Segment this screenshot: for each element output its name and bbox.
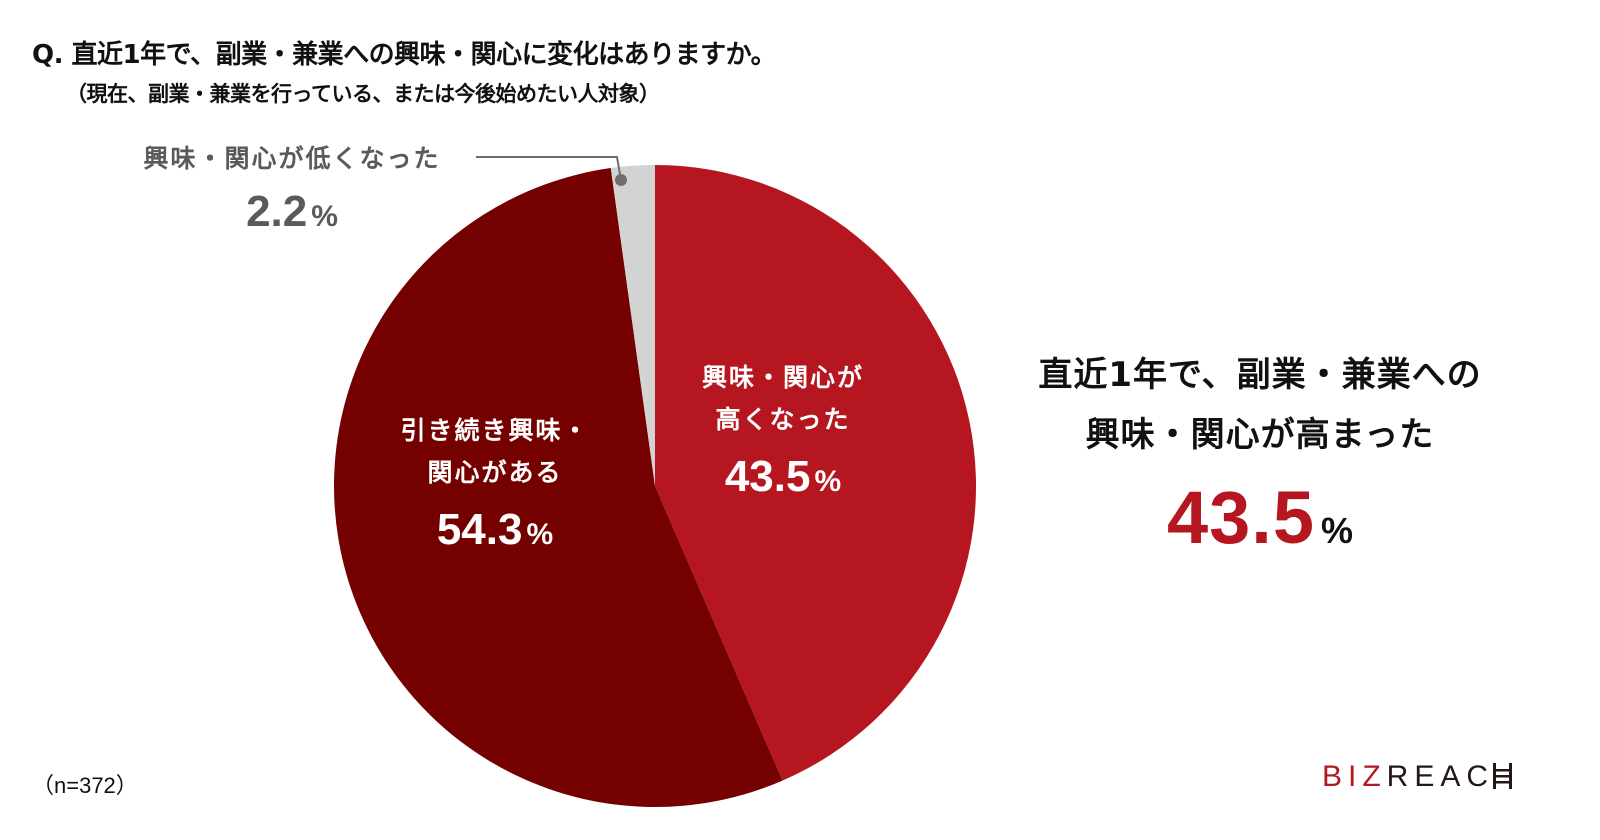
value-unit: % xyxy=(311,200,338,233)
slice-label-continued-line1: 引き続き興味・ xyxy=(400,416,590,445)
summary-value-number: 43.5 xyxy=(1166,476,1315,559)
summary-line1: 直近1年で、副業・兼業への xyxy=(1038,355,1482,395)
summary-value: 43.5% xyxy=(990,475,1530,560)
slice-label-decreased: 興味・関心が低くなった 2.2% xyxy=(124,140,460,245)
ladder-h-icon xyxy=(1493,763,1513,789)
value-number: 2.2 xyxy=(246,187,308,236)
slice-label-decreased-text: 興味・関心が低くなった xyxy=(143,144,441,173)
slice-label-continued-line2: 関心がある xyxy=(427,458,563,487)
slice-value-decreased: 2.2% xyxy=(124,184,460,245)
pie-slice-decreased xyxy=(610,164,655,486)
sample-size-note: （n=372） xyxy=(32,773,138,798)
slice-value-continued: 54.3% xyxy=(350,502,640,563)
logo-biz: BIZ xyxy=(1322,760,1387,793)
logo-reach: REAC xyxy=(1386,760,1495,793)
question-title: Q. 直近1年で、副業・兼業への興味・関心に変化はありますか。 xyxy=(32,40,777,70)
slice-label-increased-line2: 高くなった xyxy=(715,405,851,434)
pie-slice-increased xyxy=(655,165,976,781)
slice-label-increased: 興味・関心が 高くなった 43.5% xyxy=(668,357,898,510)
value-number: 43.5 xyxy=(724,452,811,501)
slice-value-increased: 43.5% xyxy=(668,449,898,510)
leader-dot xyxy=(615,174,627,186)
summary-callout: 直近1年で、副業・兼業への 興味・関心が高まった 43.5% xyxy=(990,345,1530,560)
value-unit: % xyxy=(814,465,842,498)
summary-line2: 興味・関心が高まった xyxy=(1085,415,1435,455)
slice-label-increased-line1: 興味・関心が xyxy=(701,363,864,392)
leader-line xyxy=(476,156,622,181)
pie-slice-continued xyxy=(334,168,783,807)
bizreach-logo: BIZREAC xyxy=(1322,760,1514,794)
slice-label-continued: 引き続き興味・ 関心がある 54.3% xyxy=(350,410,640,563)
question-subtitle: （現在、副業・兼業を行っている、または今後始めたい人対象） xyxy=(66,82,660,106)
value-number: 54.3 xyxy=(436,505,523,554)
value-unit: % xyxy=(526,518,554,551)
summary-value-unit: % xyxy=(1321,510,1354,551)
